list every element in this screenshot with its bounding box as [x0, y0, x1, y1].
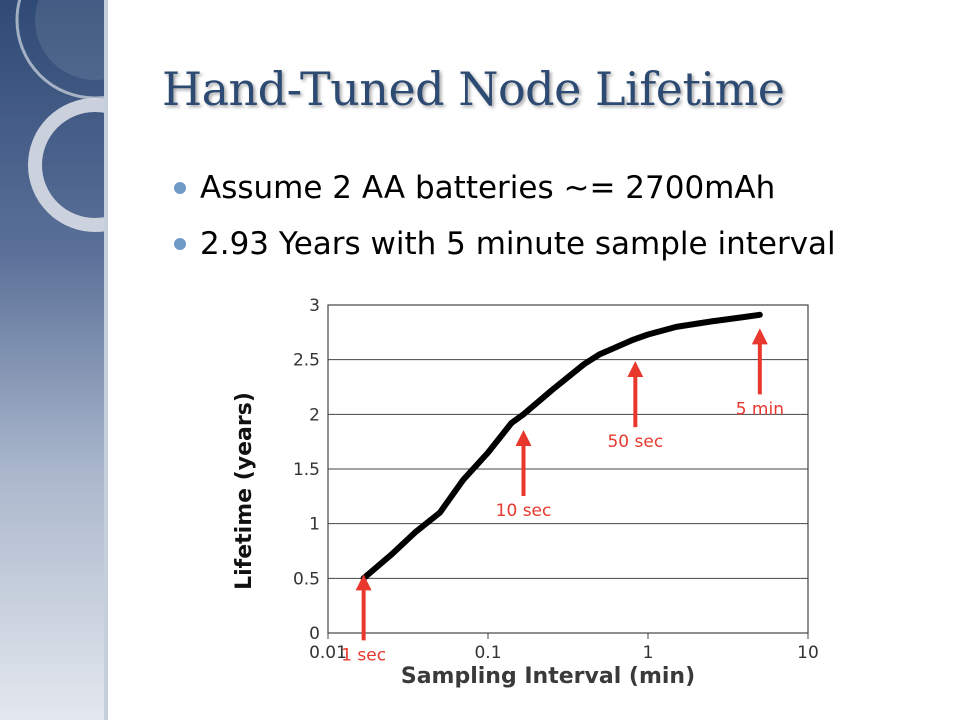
bullet-dot-icon — [174, 182, 186, 194]
bullet-item: Assume 2 AA batteries ~= 2700mAh — [174, 160, 836, 216]
bullet-text: 2.93 Years with 5 minute sample interval — [200, 226, 836, 262]
bullet-text: Assume 2 AA batteries ~= 2700mAh — [200, 170, 776, 206]
plot-frame — [327, 304, 809, 634]
x-tick-label: 0.1 — [474, 643, 501, 663]
slide-title: Hand-Tuned Node Lifetime — [162, 62, 785, 116]
y-tick-label: 2.5 — [293, 351, 320, 371]
bullet-item: 2.93 Years with 5 minute sample interval — [174, 216, 836, 272]
bullet-dot-icon — [174, 238, 186, 250]
bullet-list: Assume 2 AA batteries ~= 2700mAh 2.93 Ye… — [174, 160, 836, 272]
sidebar-divider — [104, 0, 108, 720]
x-axis-label: Sampling Interval (min) — [401, 664, 695, 689]
x-tick-label: 10 — [797, 643, 819, 663]
data-series — [360, 311, 763, 582]
x-tick-label: 1 — [643, 643, 654, 663]
y-tick-label: 3 — [309, 296, 320, 316]
tick-labels: 0 0.5 1 1.5 2 2.5 3 0.01 0.1 1 10 — [293, 296, 819, 663]
gridlines — [328, 304, 808, 634]
annotations: 1 sec 10 sec 50 sec 5 min — [341, 328, 784, 665]
decorative-sidebar — [0, 0, 108, 720]
decorative-rings — [15, 0, 108, 232]
annotation-label: 50 sec — [607, 432, 663, 452]
y-axis-label: Lifetime (years) — [232, 392, 257, 590]
x-tick-label: 0.01 — [309, 643, 347, 663]
y-tick-label: 0.5 — [293, 569, 320, 589]
lifetime-line — [360, 311, 763, 582]
annotation-label: 5 min — [736, 399, 784, 419]
y-tick-label: 2 — [309, 405, 320, 425]
y-tick-label: 1 — [309, 515, 320, 535]
y-tick-label: 1.5 — [293, 460, 320, 480]
y-tick-label: 0 — [309, 624, 320, 644]
annotation-label: 10 sec — [496, 501, 552, 521]
lifetime-chart: 0 0.5 1 1.5 2 2.5 3 0.01 0.1 1 10 1 sec 10 sec 50 se… — [232, 296, 819, 689]
annotation-label: 1 sec — [341, 645, 386, 665]
